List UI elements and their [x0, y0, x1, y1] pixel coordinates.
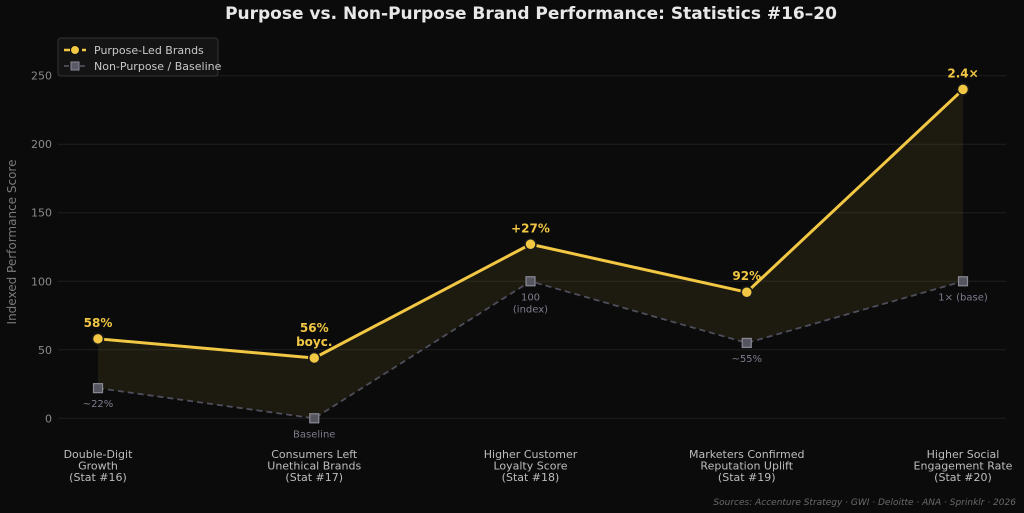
legend: Purpose-Led Brands Non-Purpose / Baselin… — [57, 37, 222, 77]
legend-purpose-marker — [70, 45, 80, 55]
x-tick-label: Consumers Left — [271, 448, 358, 461]
x-tick-label: Double-Digit — [64, 448, 134, 461]
x-tick-label: Higher Social — [927, 448, 1000, 461]
purpose-data-label: 58% — [84, 316, 113, 330]
baseline-point — [741, 337, 752, 349]
y-tick-label: 100 — [31, 275, 52, 288]
markers-layer — [91, 83, 970, 424]
x-tick-label: (Stat #19) — [718, 471, 776, 484]
y-tick-label: 0 — [45, 412, 52, 425]
legend-purpose-label: Purpose-Led Brands — [94, 44, 204, 57]
baseline-point — [309, 413, 320, 424]
baseline-point — [92, 383, 104, 394]
y-tick-label: 200 — [31, 138, 52, 151]
x-tick-label: Unethical Brands — [267, 460, 361, 473]
purpose-data-label: 92% — [732, 269, 761, 283]
x-tick-label: Growth — [78, 460, 118, 473]
purpose-data-label: 2.4× — [947, 66, 978, 80]
baseline-data-label: Baseline — [293, 429, 335, 440]
source-note: Sources: Accenture Strategy · GWI · Delo… — [713, 498, 1016, 508]
y-tick-label: 150 — [31, 207, 52, 220]
baseline-data-label: 100 — [521, 292, 540, 303]
x-tick-label: (Stat #16) — [69, 471, 127, 484]
legend-baseline-label: Non-Purpose / Baseline — [94, 60, 222, 73]
purpose-data-label: 56% — [300, 321, 329, 335]
purpose-point — [308, 351, 321, 365]
x-tick-label: (Stat #18) — [502, 471, 560, 484]
y-axis-label: Indexed Performance Score — [5, 160, 19, 325]
x-tick-label: Reputation Uplift — [700, 460, 793, 473]
purpose-point — [740, 285, 753, 299]
gap-area — [98, 89, 963, 419]
purpose-data-label: boyc. — [296, 335, 332, 349]
x-tick-label: Higher Customer — [484, 448, 578, 461]
purpose-data-label: +27% — [511, 221, 550, 235]
y-tick-label: 50 — [38, 344, 52, 357]
purpose-point — [956, 83, 970, 96]
chart-title: Purpose vs. Non-Purpose Brand Performanc… — [225, 4, 837, 24]
y-tick-label: 250 — [31, 70, 52, 83]
data-labels-layer: 58% 56%boyc. +27% 92% 2.4× ~22% Baseline 100(in… — [83, 66, 988, 440]
baseline-data-label: ~55% — [731, 354, 762, 365]
area-fill-layer — [98, 89, 963, 419]
x-tick-label: Loyalty Score — [493, 460, 567, 473]
x-tick-label: (Stat #17) — [285, 471, 343, 484]
x-tick-label: Engagement Rate — [914, 460, 1013, 473]
baseline-data-label: 1× (base) — [938, 292, 988, 303]
baseline-data-label: ~22% — [83, 399, 114, 410]
baseline-point — [957, 276, 969, 287]
legend-baseline-marker — [70, 61, 80, 71]
x-tick-label: Marketers Confirmed — [689, 448, 804, 461]
x-tick-label: (Stat #20) — [934, 471, 992, 484]
legend-box — [57, 37, 219, 77]
baseline-point — [525, 276, 536, 287]
purpose-point — [524, 238, 537, 251]
purpose-point — [91, 332, 105, 346]
baseline-data-label: (index) — [513, 304, 548, 315]
